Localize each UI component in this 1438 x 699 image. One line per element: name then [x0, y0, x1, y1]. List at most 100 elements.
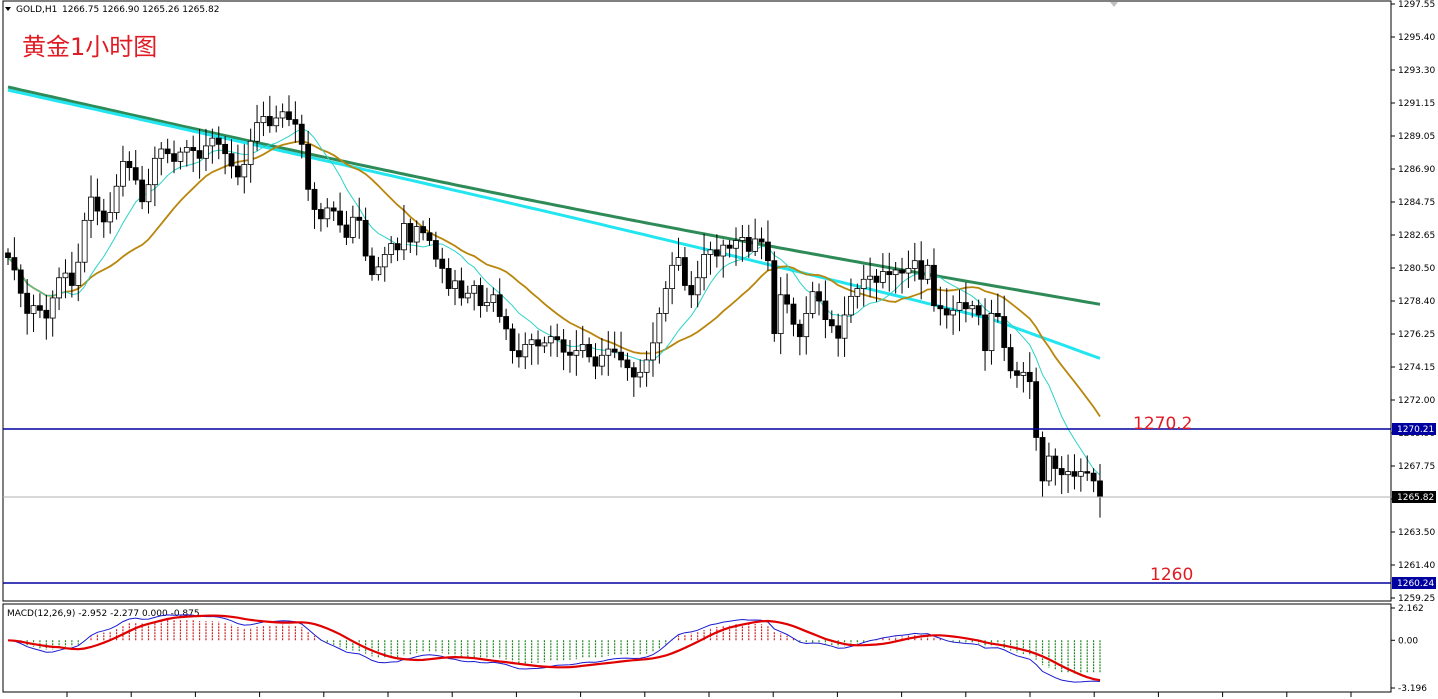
- candle-bear: [407, 223, 414, 243]
- candle-bear: [43, 309, 50, 319]
- candle-bear: [215, 137, 222, 145]
- candle-bull: [969, 305, 976, 310]
- candle-bear: [918, 260, 925, 280]
- candle-bear: [899, 269, 905, 274]
- candle-bull: [522, 344, 529, 358]
- price-axis: 1297.55 1295.40 1293.30 1291.15 1289.05 1286.…: [1391, 0, 1435, 604]
- candle-bear: [286, 111, 292, 120]
- candle-bear: [835, 325, 842, 339]
- candle-bear: [477, 285, 484, 307]
- upper-level-tag-text: 1270.21: [1397, 425, 1434, 435]
- candle-bear: [318, 209, 324, 220]
- candle-bull: [547, 336, 554, 344]
- candle-bear: [190, 147, 197, 151]
- candle-bear: [222, 143, 229, 155]
- candle-bear: [68, 272, 75, 286]
- current-price-tag-text: 1265.82: [1397, 493, 1434, 503]
- upper-level-tag: [1392, 423, 1436, 435]
- candle-bull: [1046, 455, 1052, 482]
- candle-bear: [586, 344, 593, 358]
- candle-bear: [298, 123, 305, 145]
- ma-mid-line: [7, 140, 1101, 418]
- candle-bear: [1097, 480, 1103, 497]
- candle-bull: [375, 266, 382, 276]
- candle-bull: [75, 261, 82, 286]
- candle-bear: [1026, 371, 1033, 383]
- price-tick-label: 1278.40: [1398, 297, 1435, 307]
- candle-bear: [5, 252, 11, 258]
- candle-bear: [796, 323, 803, 338]
- candle-bear: [394, 243, 401, 251]
- candle-bull: [720, 244, 727, 257]
- candle-bear: [1014, 370, 1020, 376]
- candle-bull: [203, 145, 209, 159]
- candle-bear: [362, 219, 369, 257]
- candle-bear: [139, 179, 146, 203]
- price-tick-label: 1263.50: [1398, 528, 1435, 538]
- collapse-triangle-icon[interactable]: [5, 7, 11, 11]
- candle-bull: [324, 207, 331, 220]
- candle-bear: [771, 260, 778, 334]
- candle-bear: [234, 165, 241, 178]
- candle-bear: [931, 264, 937, 307]
- candle-bear: [611, 348, 618, 353]
- lower-level-tag-text: 1260.24: [1397, 579, 1434, 589]
- candle-bull: [273, 117, 280, 127]
- candle-bear: [535, 339, 541, 347]
- candle-bear: [420, 226, 426, 234]
- lower-level-tag: [1392, 577, 1436, 589]
- candle-bull: [809, 291, 816, 314]
- candle-bull: [656, 313, 663, 344]
- candle-bear: [560, 339, 567, 353]
- price-tick-label: 1291.15: [1398, 99, 1435, 109]
- candle-bear: [1071, 471, 1078, 477]
- candle-bull: [739, 237, 746, 241]
- candle-bull: [733, 240, 739, 249]
- candle-bull: [254, 122, 260, 142]
- candle-bull: [183, 147, 190, 153]
- candle-bull: [151, 157, 158, 186]
- candle-bear: [1039, 437, 1046, 482]
- candle-bull: [107, 212, 114, 223]
- candle-bull: [848, 295, 854, 316]
- symbol-timeframe: GOLD,H1: [16, 5, 57, 15]
- candle-bear: [426, 232, 433, 241]
- macd-tick-label: 0.00: [1398, 636, 1418, 646]
- moving-averages: [7, 85, 1101, 476]
- candle-bear: [1084, 471, 1091, 474]
- candle-bull: [1020, 371, 1027, 376]
- candle-bear: [503, 316, 510, 330]
- price-tick-label: 1297.55: [1398, 0, 1435, 10]
- candle-bear: [266, 116, 273, 127]
- candle-bear: [171, 153, 177, 162]
- candle-bull: [49, 297, 56, 319]
- candle-bear: [886, 271, 893, 276]
- candle-bear: [726, 244, 733, 249]
- candle-bull: [579, 344, 586, 352]
- candle-bear: [567, 351, 573, 356]
- candle-bull: [471, 285, 478, 294]
- ohlc-readout: 1266.75 1266.90 1265.26 1265.82: [62, 5, 219, 15]
- candle-bear: [100, 210, 107, 223]
- candle-bear: [618, 351, 624, 361]
- candle-bull: [381, 254, 388, 268]
- candle-bull: [452, 280, 458, 289]
- candle-bear: [330, 207, 337, 212]
- candle-bear: [343, 224, 350, 238]
- level-label-upper: 1270.2: [1133, 414, 1192, 434]
- candle-bull: [669, 264, 676, 289]
- main-pane-frame: [2, 0, 1392, 602]
- candle-bull: [752, 238, 759, 252]
- candle-bull: [490, 294, 497, 303]
- candle-bull: [209, 137, 216, 147]
- candle-bull: [911, 260, 918, 269]
- macd-signal-line: [7, 614, 1101, 682]
- candle-bull: [905, 268, 912, 274]
- candle-bull: [62, 272, 69, 279]
- macd-pane-frame: [2, 603, 1392, 693]
- price-tick-label: 1282.65: [1398, 231, 1435, 241]
- candle-bull: [484, 302, 490, 307]
- scroll-marker-icon[interactable]: [1110, 2, 1118, 7]
- candle-bull: [120, 161, 126, 187]
